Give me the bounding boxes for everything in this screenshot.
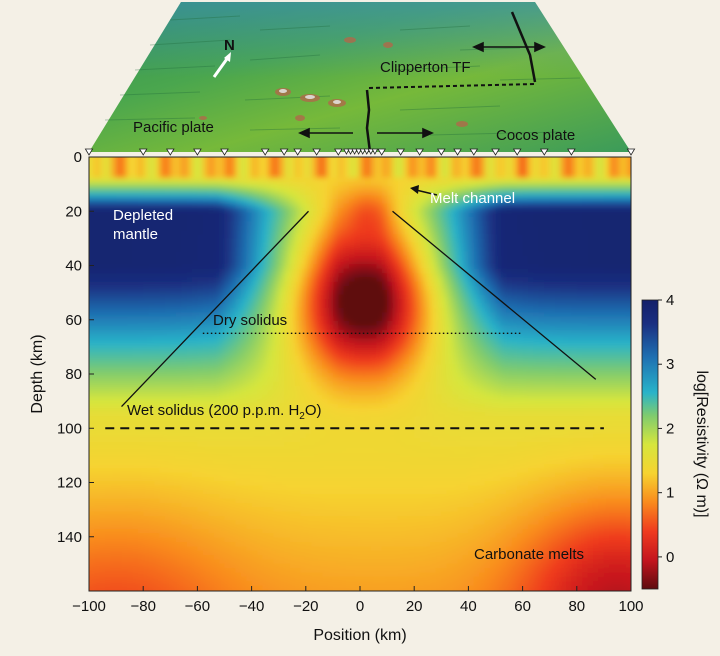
station-marker (367, 148, 375, 155)
colorbar-tick-label: 1 (666, 485, 674, 502)
station-marker (334, 148, 343, 156)
x-tick-label: −60 (185, 598, 210, 615)
station-marker (355, 148, 362, 155)
station-marker (453, 148, 462, 156)
x-tick-label: 100 (618, 598, 643, 615)
carbonate-melts-label: Carbonate melts (474, 546, 584, 563)
y-tick-label: 0 (74, 149, 82, 166)
station-marker (193, 148, 202, 156)
x-axis: −100 −80 −60 −40 −20 0 20 40 60 80 100 (72, 586, 644, 615)
station-marker (539, 148, 549, 156)
wet-solidus-label: Wet solidus (200 p.p.m. H2O) (127, 402, 322, 422)
melt-boundary-left (121, 210, 309, 407)
north-label: N (224, 37, 235, 54)
x-tick-label: −80 (130, 598, 155, 615)
y-tick-label: 100 (57, 420, 82, 437)
station-marker (138, 148, 148, 156)
y-tick-label: 20 (65, 203, 82, 220)
x-tick-label: −20 (293, 598, 318, 615)
station-marker (491, 148, 500, 156)
x-tick-label: 0 (356, 598, 364, 615)
station-marker (220, 148, 229, 156)
annotation-layer: Melt channel Depleted mantle Dry solidus… (113, 185, 584, 563)
x-tick-label: 20 (406, 598, 423, 615)
depleted-label-line1: Depleted (113, 207, 173, 224)
y-tick-label: 40 (65, 258, 82, 275)
spreading-arrows (298, 41, 546, 139)
melt-channel-label: Melt channel (430, 190, 515, 207)
station-marker (377, 148, 386, 156)
north-arrow: N (212, 37, 235, 78)
station-marker (84, 148, 94, 156)
bathymetry-texture (104, 15, 581, 136)
melt-boundary-right (392, 210, 597, 380)
station-marker (363, 148, 371, 155)
y-tick-label: 120 (57, 475, 82, 492)
station-marker (359, 148, 366, 155)
station-marker (436, 148, 446, 156)
x-axis-label: Position (km) (313, 627, 406, 644)
x-tick-label: 60 (514, 598, 531, 615)
station-marker (396, 148, 405, 156)
ridge-axis (365, 89, 372, 153)
station-marker (165, 148, 175, 156)
clipperton-label: Clipperton TF (380, 59, 471, 76)
bathymetry-map: N Clipperton TF Pacific plate Cocos plat… (89, 2, 631, 153)
station-marker (260, 148, 270, 156)
station-marker (469, 148, 479, 156)
y-tick-label: 80 (65, 366, 82, 383)
pacific-plate-label: Pacific plate (133, 119, 214, 136)
station-marker (347, 148, 354, 155)
station-marker (626, 148, 636, 156)
cocos-plate-label: Cocos plate (496, 127, 575, 144)
dry-solidus-label: Dry solidus (213, 312, 287, 329)
colorbar-tick-label: 4 (666, 292, 674, 309)
y-tick-label: 140 (57, 529, 82, 546)
station-markers (84, 148, 636, 156)
colorbar-tick-label: 2 (666, 420, 674, 437)
resistivity-field (89, 157, 631, 591)
y-tick-label: 60 (65, 312, 82, 329)
station-marker (343, 148, 350, 155)
x-tick-label: 80 (568, 598, 585, 615)
x-tick-label: 40 (460, 598, 477, 615)
station-marker (567, 148, 576, 156)
station-marker (293, 148, 302, 156)
colorbar-tick-label: 3 (666, 356, 674, 373)
station-marker (512, 148, 522, 156)
colorbar-tick-label: 0 (666, 549, 674, 566)
x-tick-label: −100 (72, 598, 106, 615)
station-marker (279, 148, 289, 156)
station-marker (415, 148, 424, 156)
station-marker (312, 148, 321, 156)
colorbar-label: log[Resistivity (Ω m)] (693, 370, 710, 517)
colorbar-ticks: 0 1 2 3 4 (658, 292, 674, 566)
solidus-lines (105, 210, 604, 430)
melt-channel-arrowhead (410, 185, 419, 194)
ridge-axis-north (510, 11, 537, 83)
y-axis: 0 20 40 60 80 100 120 140 (57, 149, 94, 546)
colorbar (641, 299, 659, 590)
y-axis-label: Depth (km) (29, 334, 46, 413)
melt-channel-pointer (415, 189, 438, 196)
x-tick-label: −40 (239, 598, 264, 615)
station-marker (371, 148, 379, 155)
station-marker (351, 148, 358, 155)
depleted-label-line2: mantle (113, 226, 158, 243)
seamount-peaks (279, 89, 341, 104)
